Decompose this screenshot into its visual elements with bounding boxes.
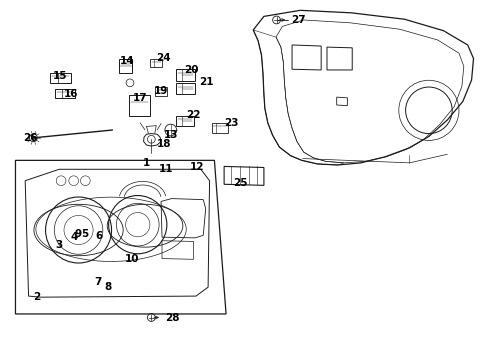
Bar — [129, 95, 150, 116]
Text: 26: 26 — [23, 133, 37, 143]
Bar — [175, 69, 195, 81]
Text: 27: 27 — [291, 15, 305, 25]
Text: 12: 12 — [189, 162, 204, 172]
Text: 25: 25 — [233, 178, 247, 188]
Text: 10: 10 — [124, 254, 139, 264]
Bar — [211, 123, 228, 133]
Text: 3: 3 — [56, 240, 62, 250]
Text: 7: 7 — [94, 277, 102, 287]
Text: 18: 18 — [157, 139, 171, 149]
Text: 2: 2 — [33, 292, 41, 302]
Text: 20: 20 — [183, 65, 198, 75]
Text: 5: 5 — [81, 229, 88, 239]
Text: 21: 21 — [199, 77, 213, 87]
Text: 1: 1 — [142, 158, 150, 168]
Bar — [150, 59, 162, 67]
Text: 22: 22 — [186, 110, 201, 120]
Text: 28: 28 — [165, 312, 180, 323]
Text: 19: 19 — [154, 86, 168, 96]
Text: 16: 16 — [63, 89, 78, 99]
Bar — [175, 83, 195, 94]
Bar — [55, 89, 75, 98]
Bar — [154, 87, 167, 96]
Bar — [119, 59, 132, 73]
Text: 14: 14 — [120, 57, 134, 66]
Bar — [175, 116, 194, 126]
Text: 15: 15 — [53, 71, 67, 81]
Bar — [50, 73, 71, 83]
Text: 23: 23 — [223, 118, 238, 128]
Text: 13: 13 — [163, 130, 178, 140]
Text: 6: 6 — [95, 231, 102, 241]
Text: 9: 9 — [75, 229, 82, 239]
Text: 11: 11 — [158, 164, 173, 174]
Text: 24: 24 — [155, 53, 170, 63]
Text: 8: 8 — [104, 282, 111, 292]
Text: 4: 4 — [70, 232, 77, 242]
Text: 17: 17 — [133, 93, 147, 103]
